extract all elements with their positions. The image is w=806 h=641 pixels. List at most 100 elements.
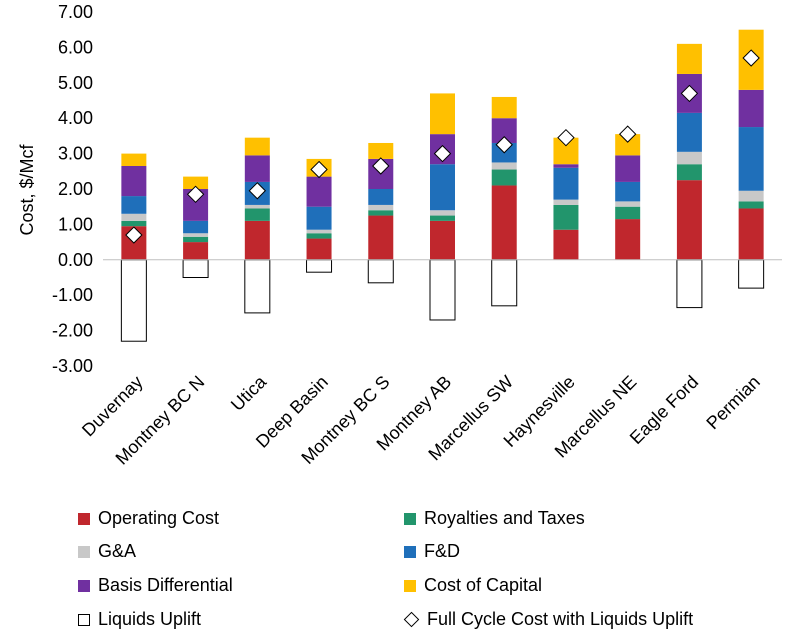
bar-segment-operating-cost	[244, 220, 270, 260]
legend-label: Cost of Capital	[424, 575, 543, 595]
bar-segment-g-a	[491, 162, 517, 170]
bar-segment-cost-of-capital	[676, 43, 702, 74]
legend-swatch-icon	[404, 545, 416, 558]
bar-segment-f-d	[368, 189, 394, 205]
bar-segment-cost-of-capital	[430, 93, 455, 135]
markers	[125, 49, 760, 244]
legend-item: Cost of Capital	[404, 575, 542, 596]
legend-item: Operating Cost	[78, 508, 219, 529]
y-tick-label: 7.00	[58, 2, 93, 22]
bar-segment-liquids-uplift	[367, 259, 394, 284]
bar-segment-royalties-and-taxes	[553, 204, 579, 230]
bar-segment-operating-cost	[368, 215, 394, 260]
full-cycle-cost-marker	[433, 144, 452, 163]
bar-segment-liquids-uplift	[491, 259, 518, 307]
y-tick-label: -2.00	[52, 321, 93, 341]
legend-swatch-icon	[404, 512, 416, 525]
bar-segment-liquids-uplift	[120, 259, 147, 342]
y-tick-label: 6.00	[58, 37, 93, 57]
bar-segment-basis-differential	[615, 155, 641, 182]
bar-segment-operating-cost	[553, 229, 579, 260]
legend-item: Full Cycle Cost with Liquids Uplift	[403, 609, 694, 630]
bar-segment-g-a	[615, 201, 641, 207]
y-tick-label: 0.00	[58, 250, 93, 270]
bar-segment-royalties-and-taxes	[244, 208, 270, 221]
legend-label: G&A	[98, 541, 137, 561]
full-cycle-cost-marker	[495, 136, 513, 154]
y-tick-label: 5.00	[58, 73, 93, 93]
bar-segment-royalties-and-taxes	[306, 233, 332, 239]
bar-segment-royalties-and-taxes	[615, 206, 641, 220]
legend-label: F&D	[424, 541, 460, 561]
bar-segment-royalties-and-taxes	[491, 169, 517, 186]
y-axis-label-group: Cost, $/Mcf	[17, 143, 37, 235]
bar-segment-cost-of-capital	[183, 176, 209, 189]
bar-segment-operating-cost	[676, 180, 702, 260]
legend-label: Full Cycle Cost with Liquids Uplift	[427, 609, 694, 629]
bar-segment-basis-differential	[244, 155, 270, 182]
bar-segment-royalties-and-taxes	[738, 201, 764, 209]
full-cycle-cost-marker	[372, 157, 390, 175]
y-tick-label: 1.00	[58, 214, 93, 234]
bar-segment-f-d	[183, 220, 209, 234]
bar-segment-royalties-and-taxes	[676, 164, 702, 181]
bar-segment-f-d	[306, 206, 332, 230]
y-tick-label: -3.00	[52, 356, 93, 376]
full-cycle-cost-marker	[186, 185, 205, 204]
bar-segment-operating-cost	[183, 242, 209, 260]
bar-segment-liquids-uplift	[306, 259, 333, 273]
full-cycle-cost-marker	[742, 49, 760, 67]
bars	[120, 29, 765, 342]
bar-segment-g-a	[244, 204, 270, 209]
legend-label: Liquids Uplift	[98, 609, 202, 629]
legend-swatch-icon	[404, 579, 416, 592]
y-tick-label: -1.00	[52, 285, 93, 305]
bar-segment-g-a	[738, 190, 764, 202]
bar-segment-g-a	[368, 204, 394, 211]
bar-segment-cost-of-capital	[121, 153, 147, 166]
bar-segment-f-d	[615, 181, 641, 202]
legend-swatch-icon	[78, 512, 90, 525]
legend-label: Royalties and Taxes	[424, 508, 585, 528]
bar-segment-basis-differential	[553, 164, 579, 168]
legend-item: Liquids Uplift	[78, 609, 201, 630]
bar-segment-liquids-uplift	[244, 259, 271, 314]
bar-segment-g-a	[676, 151, 702, 165]
bar-segment-royalties-and-taxes	[368, 210, 394, 216]
bar-segment-royalties-and-taxes	[121, 220, 147, 227]
legend-swatch-icon	[78, 545, 90, 558]
bar-segment-f-d	[553, 167, 579, 200]
bar-segment-liquids-uplift	[182, 259, 209, 278]
bar-segment-basis-differential	[306, 176, 332, 207]
bar-segment-g-a	[306, 229, 332, 234]
bar-segment-cost-of-capital	[615, 134, 641, 156]
bar-segment-cost-of-capital	[368, 142, 394, 159]
bar-segment-operating-cost	[615, 219, 641, 260]
legend-item: Basis Differential	[78, 575, 233, 596]
y-axis-ticks: 7.00 6.00 5.00 4.00 3.00 2.00 1.00 0.00 -1.00 -2.…	[52, 2, 93, 376]
legend-swatch-icon	[78, 613, 90, 626]
bar-segment-operating-cost	[738, 208, 764, 260]
bar-segment-g-a	[430, 210, 455, 216]
full-cycle-cost-marker	[125, 226, 143, 244]
bar-segment-f-d	[121, 196, 147, 214]
y-axis-label: Cost, $/Mcf	[17, 143, 37, 235]
bar-segment-royalties-and-taxes	[183, 236, 209, 243]
bar-segment-liquids-uplift	[429, 259, 456, 321]
x-tick-label: Utica	[227, 371, 271, 415]
bar-segment-basis-differential	[121, 165, 147, 197]
bar-segment-f-d	[676, 112, 702, 152]
legend-item: G&A	[78, 541, 136, 562]
bar-segment-g-a	[553, 199, 579, 205]
bar-segment-g-a	[121, 213, 147, 221]
bar-segment-cost-of-capital	[491, 96, 517, 119]
full-cycle-cost-marker	[310, 160, 328, 179]
bar-segment-basis-differential	[738, 89, 764, 128]
bar-segment-operating-cost	[306, 238, 332, 260]
bar-segment-cost-of-capital	[244, 137, 270, 156]
full-cycle-cost-marker	[618, 125, 637, 143]
bar-segment-f-d	[430, 164, 455, 211]
bar-segment-operating-cost	[491, 185, 517, 260]
